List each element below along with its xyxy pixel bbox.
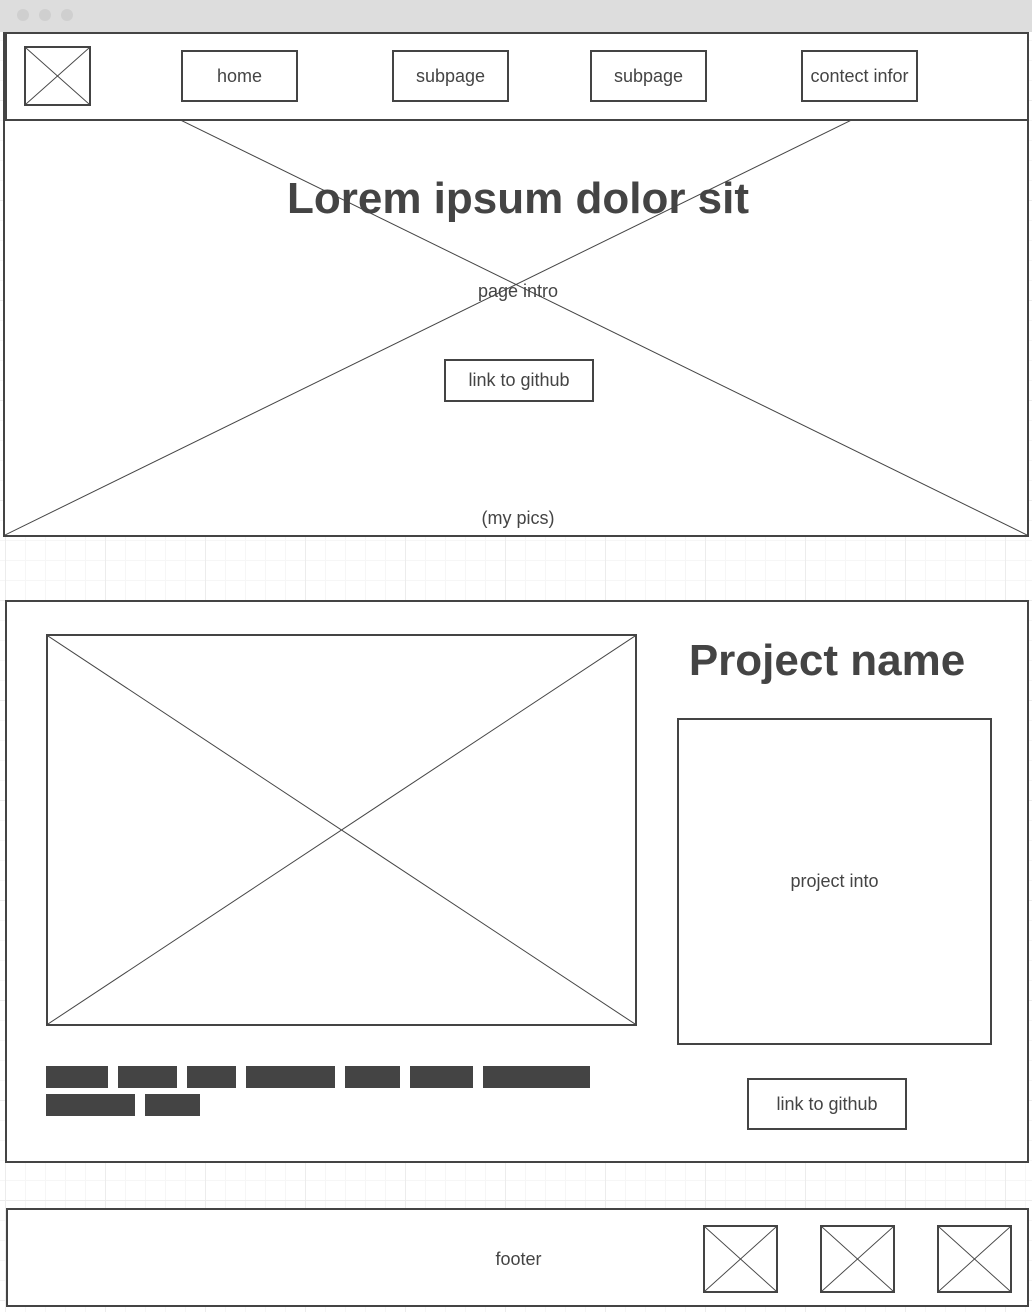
- tag-bar: [46, 1066, 108, 1088]
- nav-home-button[interactable]: home: [181, 50, 298, 102]
- footer: footer: [6, 1208, 1029, 1307]
- window-titlebar: [0, 0, 1032, 32]
- image-placeholder-icon: [26, 48, 89, 104]
- project-image-placeholder: [46, 634, 637, 1026]
- footer-social-placeholder[interactable]: [703, 1225, 778, 1293]
- project-intro-text: project into: [790, 871, 879, 891]
- window-control-dot[interactable]: [17, 9, 29, 21]
- project-intro-box: project into: [677, 718, 992, 1045]
- hero-title: Lorem ipsum dolor sit: [286, 174, 750, 223]
- project-tags: [46, 1066, 606, 1116]
- top-nav: home subpage subpage contect infor: [5, 32, 1029, 121]
- nav-contact-button[interactable]: contect infor: [801, 50, 918, 102]
- project-github-link[interactable]: link to github: [747, 1078, 907, 1130]
- nav-subpage-button[interactable]: subpage: [590, 50, 707, 102]
- hero-caption: (my pics): [481, 508, 555, 528]
- image-placeholder-icon: [939, 1227, 1010, 1291]
- nav-subpage-button[interactable]: subpage: [392, 50, 509, 102]
- tag-bar: [483, 1066, 590, 1088]
- project-title: Project name: [688, 636, 966, 685]
- logo-placeholder[interactable]: [24, 46, 91, 106]
- tag-bar: [345, 1066, 400, 1088]
- tag-bar: [246, 1066, 335, 1088]
- tag-bar: [187, 1066, 236, 1088]
- image-placeholder-icon: [822, 1227, 893, 1291]
- image-placeholder-icon: [48, 636, 635, 1024]
- tag-bar: [118, 1066, 177, 1088]
- tag-bar: [410, 1066, 473, 1088]
- image-placeholder-icon: [705, 1227, 776, 1291]
- tag-bar: [46, 1094, 135, 1116]
- hero-github-link[interactable]: link to github: [444, 359, 594, 402]
- window-control-dot[interactable]: [61, 9, 73, 21]
- footer-social-placeholder[interactable]: [937, 1225, 1012, 1293]
- window-control-dot[interactable]: [39, 9, 51, 21]
- tag-bar: [145, 1094, 200, 1116]
- project-section: Project name project into link to github: [5, 600, 1029, 1163]
- hero-intro: page intro: [477, 281, 559, 301]
- footer-label: footer: [495, 1249, 542, 1269]
- footer-social-placeholder[interactable]: [820, 1225, 895, 1293]
